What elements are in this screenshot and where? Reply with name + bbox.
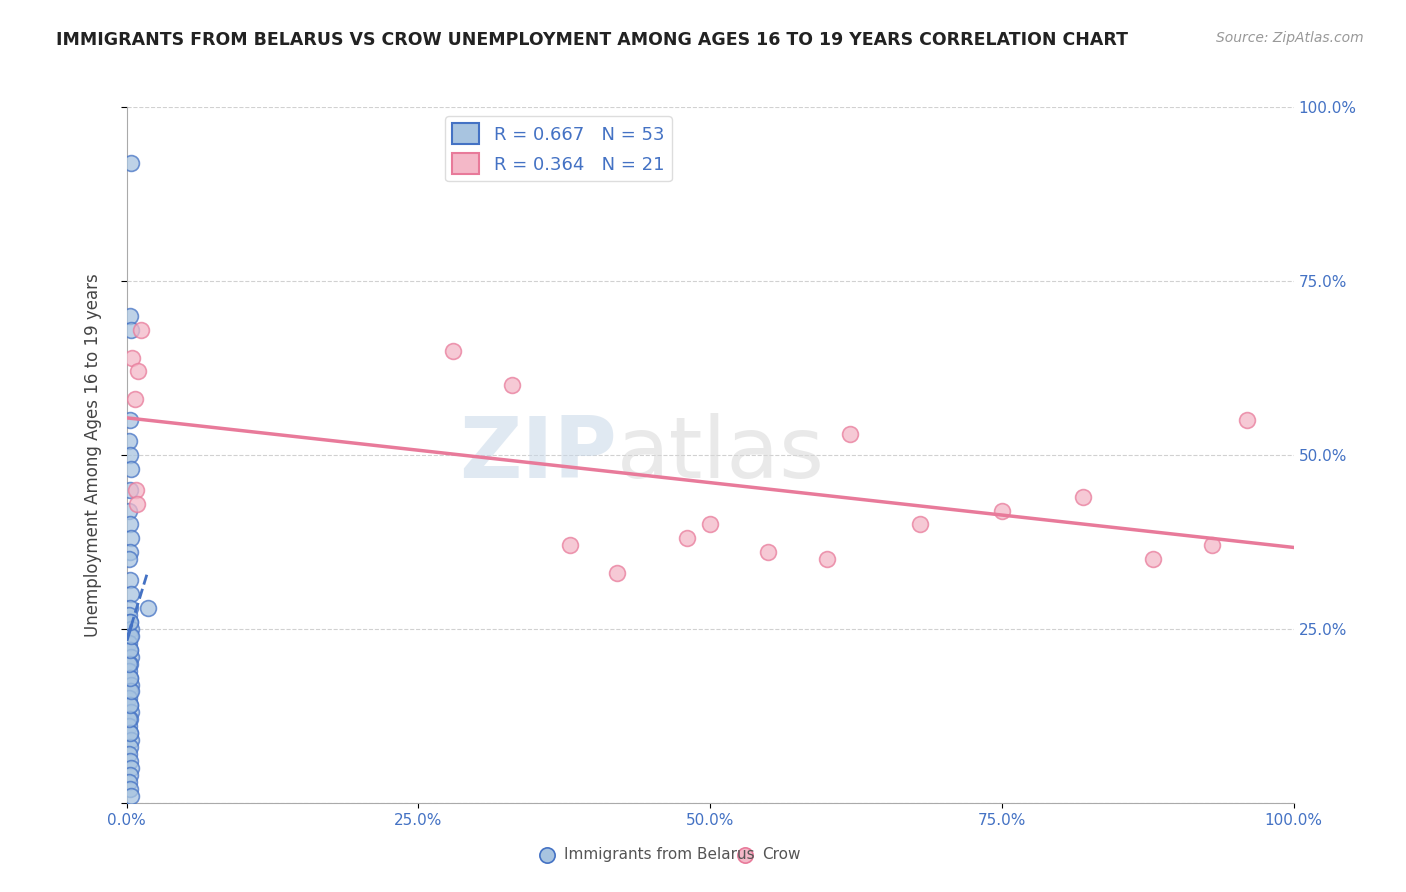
Point — [118, 719, 141, 733]
Point — [118, 483, 141, 497]
Point — [118, 691, 141, 706]
Text: Immigrants from Belarus: Immigrants from Belarus — [564, 847, 755, 863]
Point — [118, 309, 141, 323]
Point — [118, 775, 141, 789]
Point — [118, 629, 141, 643]
Point — [558, 538, 581, 552]
Point — [118, 573, 141, 587]
Point — [120, 649, 142, 664]
Point — [120, 532, 142, 546]
Point — [118, 517, 141, 532]
Point — [118, 607, 141, 622]
Point — [118, 413, 141, 427]
Point — [127, 364, 149, 378]
Point — [1201, 538, 1223, 552]
Point — [699, 517, 721, 532]
Text: ZIP: ZIP — [458, 413, 617, 497]
Point — [121, 351, 143, 365]
Point — [125, 483, 148, 497]
Point — [118, 740, 141, 755]
Point — [118, 642, 141, 657]
Point — [675, 532, 697, 546]
Point — [908, 517, 931, 532]
Point — [120, 587, 142, 601]
Point — [118, 615, 141, 629]
Point — [118, 545, 141, 559]
Point — [815, 552, 838, 566]
Point — [120, 155, 142, 169]
Point — [120, 789, 142, 803]
Point — [118, 552, 141, 566]
Point — [1073, 490, 1095, 504]
Point — [118, 636, 141, 650]
Point — [118, 768, 141, 782]
Point — [118, 664, 141, 678]
Point — [118, 448, 141, 462]
Point — [501, 378, 523, 392]
Point — [118, 671, 141, 685]
Point — [118, 698, 141, 713]
Point — [118, 726, 141, 740]
Y-axis label: Unemployment Among Ages 16 to 19 years: Unemployment Among Ages 16 to 19 years — [84, 273, 103, 637]
Point — [120, 462, 142, 476]
Point — [441, 343, 464, 358]
Text: Crow: Crow — [762, 847, 801, 863]
Text: IMMIGRANTS FROM BELARUS VS CROW UNEMPLOYMENT AMONG AGES 16 TO 19 YEARS CORRELATI: IMMIGRANTS FROM BELARUS VS CROW UNEMPLOY… — [56, 31, 1128, 49]
Point — [118, 726, 141, 740]
Legend: R = 0.667   N = 53, R = 0.364   N = 21: R = 0.667 N = 53, R = 0.364 N = 21 — [446, 116, 672, 181]
Point — [118, 684, 141, 698]
Point — [118, 747, 141, 761]
Point — [118, 698, 141, 713]
Point — [120, 761, 142, 775]
Point — [120, 323, 142, 337]
Point — [1142, 552, 1164, 566]
Point — [118, 712, 141, 726]
Point — [118, 434, 141, 448]
Point — [606, 566, 628, 581]
Point — [118, 657, 141, 671]
Point — [120, 629, 142, 643]
Point — [125, 497, 148, 511]
Point — [118, 754, 141, 768]
Point — [756, 545, 779, 559]
Text: atlas: atlas — [617, 413, 825, 497]
Point — [1236, 413, 1258, 427]
Point — [118, 657, 141, 671]
Point — [136, 601, 159, 615]
Point — [120, 622, 142, 636]
Point — [120, 677, 142, 691]
Point — [990, 503, 1012, 517]
Point — [129, 323, 152, 337]
Point — [118, 712, 141, 726]
Point — [120, 684, 142, 698]
Point — [120, 706, 142, 720]
Point — [120, 733, 142, 747]
Point — [118, 671, 141, 685]
Point — [118, 615, 141, 629]
Point — [118, 601, 141, 615]
Point — [118, 503, 141, 517]
Point — [124, 392, 146, 407]
Point — [118, 781, 141, 796]
Point — [839, 427, 862, 442]
Point — [118, 642, 141, 657]
Text: Source: ZipAtlas.com: Source: ZipAtlas.com — [1216, 31, 1364, 45]
